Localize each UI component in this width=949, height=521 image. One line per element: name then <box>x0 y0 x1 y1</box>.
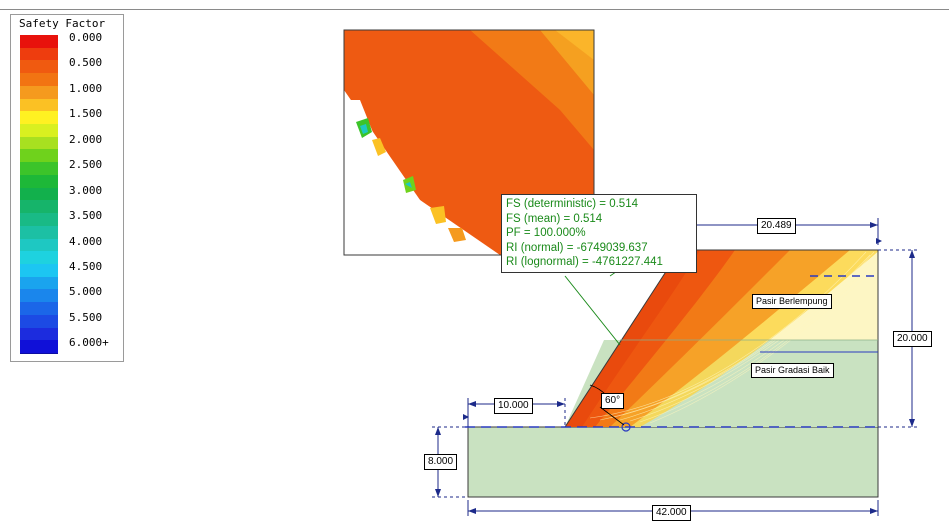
legend-value-label: 2.500 <box>69 158 103 172</box>
info-leader-line <box>564 275 621 346</box>
probability-of-failure: PF = 100.000% <box>506 227 586 239</box>
legend-value-label: 3.000 <box>69 183 103 197</box>
legend-value-label: 2.000 <box>69 132 103 146</box>
reliability-index-normal: RI (normal) = -6749039.637 <box>506 241 648 254</box>
crest-offset-label: 10.000 <box>494 398 533 414</box>
top-border <box>0 9 949 10</box>
angle-leader <box>599 406 625 426</box>
fs-mean: FS (mean) = 0.514 <box>506 212 603 225</box>
foundation-depth-label: 8.000 <box>424 454 458 470</box>
total-width-label: 42.000 <box>652 505 691 521</box>
height-label: 20.000 <box>893 331 932 347</box>
legend-value-label: 3.500 <box>69 209 103 223</box>
legend-value-label: 1.500 <box>69 107 103 121</box>
legend-value-label: 5.500 <box>69 310 103 324</box>
legend-value-label: 4.000 <box>69 234 103 248</box>
slip-center-marker <box>621 422 631 432</box>
legend-value-label: 0.000 <box>69 31 103 44</box>
reliability-index-lognormal: RI (lognormal) = -4761227.441 <box>506 256 663 268</box>
legend-color-scale <box>20 35 58 354</box>
slope-angle-label: 60° <box>601 393 625 409</box>
analysis-results-box: FS (deterministic) = 0.514 FS (mean) = 0… <box>501 194 697 273</box>
legend-value-label: 4.500 <box>69 259 103 273</box>
legend-value-label: 6.000+ <box>69 336 109 350</box>
safety-factor-legend: Safety Factor 0.000 0.500 1.000 1.500 2.000 2… <box>10 14 124 362</box>
upper-material-label: Pasir Berlempung <box>752 294 832 309</box>
lower-material-label: Pasir Gradasi Baik <box>751 363 834 378</box>
legend-value-label: 5.000 <box>69 285 103 299</box>
legend-value-label: 0.500 <box>69 56 103 70</box>
top-width-label: 20.489 <box>757 218 796 234</box>
legend-title: Safety Factor <box>19 17 106 30</box>
foundation-layer <box>467 426 879 498</box>
legend-value-label: 1.000 <box>69 81 103 95</box>
fs-deterministic: FS (deterministic) = 0.514 <box>506 198 638 210</box>
legend-swatch <box>20 340 58 354</box>
